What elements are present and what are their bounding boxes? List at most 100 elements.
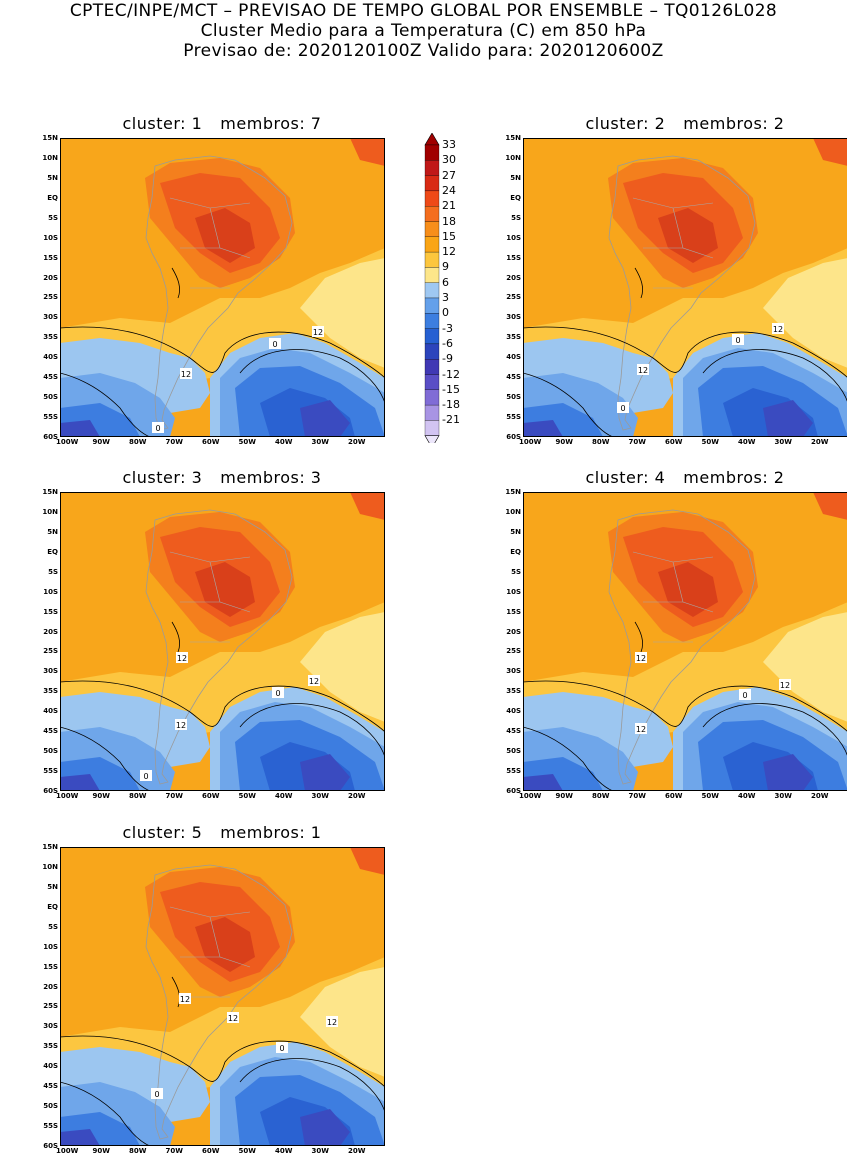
lat-tick-label: 15N bbox=[42, 843, 58, 851]
contour-label: 0 bbox=[272, 687, 284, 698]
lon-tick-label: 60W bbox=[202, 792, 220, 800]
lon-tick-label: 30W bbox=[774, 792, 792, 800]
figure-title-line3: Previsao de: 2020120100Z Valido para: 20… bbox=[183, 41, 664, 61]
contour-label: 12 bbox=[176, 652, 188, 663]
lat-tick-label: 45S bbox=[43, 373, 58, 382]
lon-tick-label: 90W bbox=[92, 438, 110, 446]
lat-tick-label: 20S bbox=[43, 273, 58, 282]
contour-label: 12 bbox=[326, 1016, 338, 1027]
lon-tick-label: 40W bbox=[275, 1147, 293, 1155]
svg-text:12: 12 bbox=[228, 1014, 238, 1023]
contour-label: 0 bbox=[739, 689, 751, 700]
contour-label: 0 bbox=[276, 1042, 288, 1053]
lat-tick-label: 5S bbox=[48, 922, 58, 931]
lat-tick-label: 15S bbox=[43, 253, 58, 262]
lat-tick-label: 15N bbox=[505, 134, 521, 142]
lon-tick-label: 70W bbox=[165, 792, 183, 800]
lat-tick-label: 55S bbox=[506, 767, 521, 776]
lon-tick-label: 40W bbox=[738, 438, 756, 446]
colorbar-label: 3 bbox=[442, 291, 449, 304]
contour-label: 0 bbox=[140, 770, 152, 781]
figure-title-line2: Cluster Medio para a Temperatura (C) em … bbox=[200, 21, 647, 41]
lat-tick-label: EQ bbox=[47, 547, 58, 556]
lat-tick-label: EQ bbox=[47, 902, 58, 911]
lat-tick-label: 50S bbox=[43, 747, 58, 756]
colorbar-label: 33 bbox=[442, 138, 456, 151]
lat-tick-label: 30S bbox=[43, 313, 58, 322]
lat-tick-label: 10S bbox=[43, 233, 58, 242]
panel-cluster: cluster: 1 bbox=[122, 114, 203, 133]
lat-tick-label: 10N bbox=[42, 153, 58, 162]
colorbar-label: -9 bbox=[442, 352, 453, 366]
lat-tick-label: 60S bbox=[43, 433, 58, 441]
svg-text:12: 12 bbox=[309, 677, 319, 686]
lon-tick-label: 30W bbox=[311, 438, 329, 446]
contour-label: 0 bbox=[152, 422, 164, 433]
colorbar-label: 9 bbox=[442, 260, 449, 274]
contour-label: 12 bbox=[312, 326, 324, 337]
temperature-map: 12 12 12 0 bbox=[523, 492, 847, 791]
lat-tick-label: EQ bbox=[510, 547, 521, 556]
svg-text:0: 0 bbox=[143, 772, 148, 781]
colorbar-label: 0 bbox=[442, 306, 449, 320]
svg-text:0: 0 bbox=[279, 1044, 284, 1053]
contour-label: 12 bbox=[772, 323, 784, 334]
lon-tick-label: 20W bbox=[348, 792, 366, 800]
lon-tick-label: 70W bbox=[165, 438, 183, 446]
contour-label: 12 bbox=[308, 675, 320, 686]
panel-membros: membros: 1 bbox=[220, 823, 322, 842]
svg-text:12: 12 bbox=[327, 1018, 337, 1027]
lat-tick-label: 15S bbox=[43, 607, 58, 616]
lon-tick-label: 60W bbox=[665, 792, 683, 800]
lat-tick-label: 35S bbox=[43, 687, 58, 696]
lat-tick-label: 10S bbox=[506, 233, 521, 242]
lat-tick-label: 15S bbox=[506, 253, 521, 262]
temperature-map: 12 12 12 0 0 bbox=[60, 492, 385, 791]
panel-title: cluster: 4 membros: 2 bbox=[505, 468, 847, 487]
colorbar-label: -15 bbox=[442, 382, 460, 396]
colorbar-label: 21 bbox=[442, 199, 456, 213]
svg-text:12: 12 bbox=[181, 370, 191, 379]
lon-tick-label: 100W bbox=[56, 1147, 79, 1155]
lon-tick-label: 100W bbox=[519, 438, 542, 446]
lon-tick-label: 40W bbox=[275, 792, 293, 800]
lat-tick-label: 35S bbox=[506, 333, 521, 342]
contour-label: 12 bbox=[180, 368, 192, 379]
contour-label: 0 bbox=[732, 334, 744, 345]
svg-text:0: 0 bbox=[155, 424, 160, 433]
lon-tick-label: 80W bbox=[129, 438, 147, 446]
lat-tick-label: 60S bbox=[506, 433, 521, 441]
lat-tick-label: 25S bbox=[43, 293, 58, 302]
colorbar-label: 27 bbox=[442, 168, 456, 182]
colorbar-label: -12 bbox=[442, 367, 460, 381]
colorbar-label: -18 bbox=[442, 398, 460, 412]
lat-tick-label: 10N bbox=[505, 153, 521, 162]
lat-tick-label: 40S bbox=[43, 1062, 58, 1071]
lat-tick-label: 35S bbox=[43, 1042, 58, 1051]
contour-label: 12 bbox=[635, 652, 647, 663]
lon-tick-label: 60W bbox=[665, 438, 683, 446]
lat-tick-label: 5S bbox=[511, 567, 521, 576]
lon-tick-label: 90W bbox=[92, 792, 110, 800]
lat-tick-label: EQ bbox=[510, 193, 521, 202]
lat-tick-label: 25S bbox=[43, 647, 58, 656]
lat-tick-label: 10N bbox=[42, 507, 58, 516]
svg-text:12: 12 bbox=[177, 654, 187, 663]
lat-tick-label: 10N bbox=[42, 862, 58, 871]
lon-tick-label: 80W bbox=[592, 438, 610, 446]
lat-tick-label: 30S bbox=[43, 667, 58, 676]
lat-tick-label: 15S bbox=[506, 607, 521, 616]
lat-tick-label: 45S bbox=[506, 373, 521, 382]
lat-tick-label: 25S bbox=[506, 293, 521, 302]
lon-tick-label: 20W bbox=[348, 438, 366, 446]
contour-label: 12 bbox=[637, 364, 649, 375]
lat-tick-label: 5N bbox=[510, 527, 521, 536]
lat-tick-label: 60S bbox=[43, 1142, 58, 1150]
contour-label: 12 bbox=[179, 993, 191, 1004]
colorbar-label: 12 bbox=[442, 245, 456, 259]
lat-tick-label: 55S bbox=[506, 413, 521, 422]
lat-tick-label: 5S bbox=[511, 213, 521, 222]
temperature-map: 12 12 12 0 0 bbox=[60, 847, 385, 1146]
panel-membros: membros: 2 bbox=[683, 468, 785, 487]
contour-label: 0 bbox=[617, 402, 629, 413]
